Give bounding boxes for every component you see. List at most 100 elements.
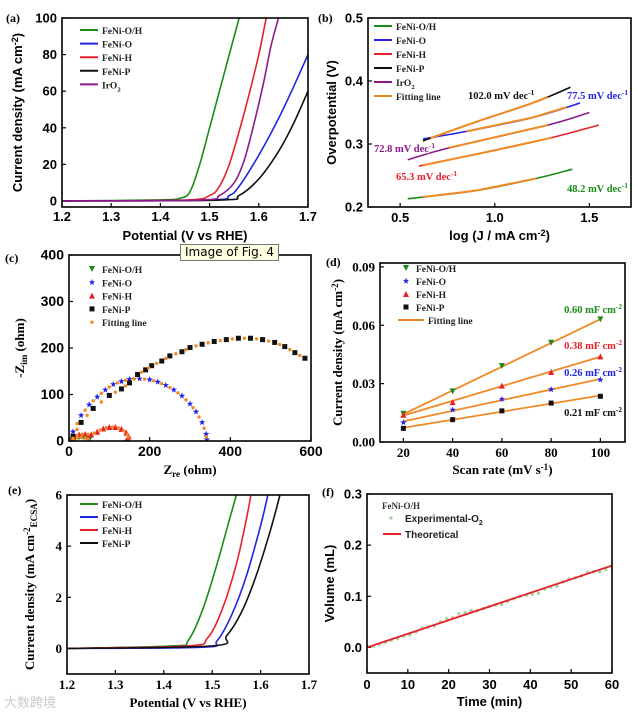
fitting-point	[191, 406, 195, 410]
data-point	[106, 424, 113, 431]
fitting-point	[204, 435, 209, 439]
slope-annotation: 0.26 mF cm-2	[564, 365, 622, 379]
legend-label: Fitting line	[428, 317, 473, 327]
plot-area	[367, 564, 612, 649]
data-point	[223, 337, 229, 343]
x-tick-label: 60	[495, 445, 508, 460]
data-point	[400, 419, 407, 426]
x-axis-title: log (J / mA cm-2)	[449, 228, 550, 243]
data-point	[272, 339, 278, 345]
data-point	[143, 367, 149, 373]
slope-annotation: 48.2 mV dec-1	[567, 181, 628, 195]
data-point	[457, 611, 461, 616]
watermark-logo: 大数跨境	[4, 696, 57, 711]
plot-frame	[379, 262, 626, 443]
legend: FeNi-O/H FeNi-O FeNi-H FeNi-P IrO2 Fitting li…	[374, 23, 441, 103]
y-tick-label: 0.1	[344, 589, 362, 604]
fitting-point	[164, 356, 168, 361]
data-point	[547, 386, 555, 393]
legend-label: FeNi-O/H	[102, 501, 143, 511]
series-line	[67, 495, 281, 650]
y-tick-label: 2	[56, 590, 63, 605]
series-line	[62, 18, 267, 202]
legend-item: FeNi-O	[80, 41, 132, 51]
legend: FeNi-O/H FeNi-O FeNi-H FeNi-P Fitting line	[88, 266, 147, 329]
x-tick-label: 400	[219, 443, 243, 459]
fitting-point	[254, 337, 259, 341]
legend-label: FeNi-H	[396, 51, 427, 61]
legend-item: FeNi-O/H	[403, 265, 457, 275]
legend-item: FeNi-O/H	[374, 23, 437, 33]
plot-frame	[366, 493, 613, 674]
legend-item: Fitting line	[374, 93, 441, 103]
y-tick-label: 0.09	[352, 259, 375, 274]
fitting-point	[79, 435, 83, 439]
y-tick-label: 4	[56, 539, 63, 554]
legend-label: FeNi-O	[102, 514, 132, 524]
legend-label: FeNi-P	[102, 306, 131, 316]
fitting-line	[422, 136, 552, 167]
data-point	[90, 405, 96, 411]
legend-item: FeNi-O	[402, 277, 446, 288]
legend-marker-swatch	[403, 291, 409, 297]
data-point	[198, 419, 206, 426]
fitting-point	[104, 426, 109, 430]
data-point	[548, 339, 555, 346]
data-point	[118, 378, 125, 385]
slope-annotation: 77.5 mV dec-1	[567, 88, 628, 102]
data-point	[136, 375, 143, 382]
legend-label: FeNi-O	[416, 278, 446, 288]
legend-label: FeNi-H	[102, 54, 133, 64]
series-line	[62, 18, 280, 202]
series-line	[422, 102, 581, 140]
legend-label: FeNi-P	[102, 68, 131, 78]
data-point	[211, 338, 217, 344]
y-axis-title: Current density (mA cm-2)	[10, 33, 25, 192]
data-point	[192, 408, 200, 415]
legend-item: FeNi-O/H	[89, 266, 143, 276]
panel-label: (d)	[326, 255, 341, 269]
data-point	[170, 386, 178, 393]
legend-item: Theoretical	[383, 530, 459, 541]
data-point	[88, 431, 95, 438]
data-point	[449, 399, 456, 406]
fitting-point	[123, 378, 128, 383]
data-point	[498, 363, 505, 370]
x-tick-label: 1.3	[107, 677, 124, 692]
legend-item: FeNi-H	[80, 54, 133, 64]
slope-annotation: 102.0 mV dec-1	[468, 88, 535, 102]
data-point	[77, 412, 85, 419]
x-tick-label: 60	[605, 677, 619, 692]
legend-item: FeNi-O	[80, 514, 132, 524]
data-point	[400, 411, 407, 418]
legend-item: IrO2	[80, 81, 121, 93]
fitting-point	[83, 408, 87, 412]
legend-item: FeNi-P	[80, 68, 131, 78]
x-tick-label: 20	[397, 445, 410, 460]
y-tick-label: 0.3	[344, 487, 362, 502]
data-point	[449, 388, 456, 395]
legend-item: FeNi-O	[88, 278, 132, 289]
fitting-line	[466, 106, 567, 133]
chart-panel-f: (f) 0 10 20 30 40 50 60 0.0 0.1 0.2 0.3 Time (min) Vo…	[322, 485, 619, 709]
fitting-point	[230, 337, 235, 341]
legend-item: FeNi-P	[403, 304, 445, 314]
legend-marker-swatch	[389, 516, 393, 520]
legend-item: Fitting line	[90, 319, 147, 329]
legend-label: IrO2	[102, 81, 121, 93]
series-line	[62, 54, 308, 202]
legend: FeNi-O/H FeNi-O FeNi-H FeNi-P Fitting line	[398, 265, 473, 327]
legend-item: IrO2	[374, 79, 415, 91]
fitting-point	[168, 385, 172, 390]
legend: FeNi-O/H FeNi-O FeNi-H FeNi-P	[80, 501, 143, 550]
y-tick-label: 100	[35, 11, 57, 26]
x-tick-label: 1.6	[252, 677, 269, 692]
legend-item: FeNi-P	[80, 540, 131, 550]
fitting-point	[125, 432, 130, 437]
x-tick-label: 30	[482, 677, 496, 692]
fitting-point	[75, 436, 79, 440]
legend-label: FeNi-O	[102, 279, 132, 289]
y-axis-title: -Zim (ohm)	[12, 318, 29, 378]
fitting-point	[99, 400, 103, 404]
